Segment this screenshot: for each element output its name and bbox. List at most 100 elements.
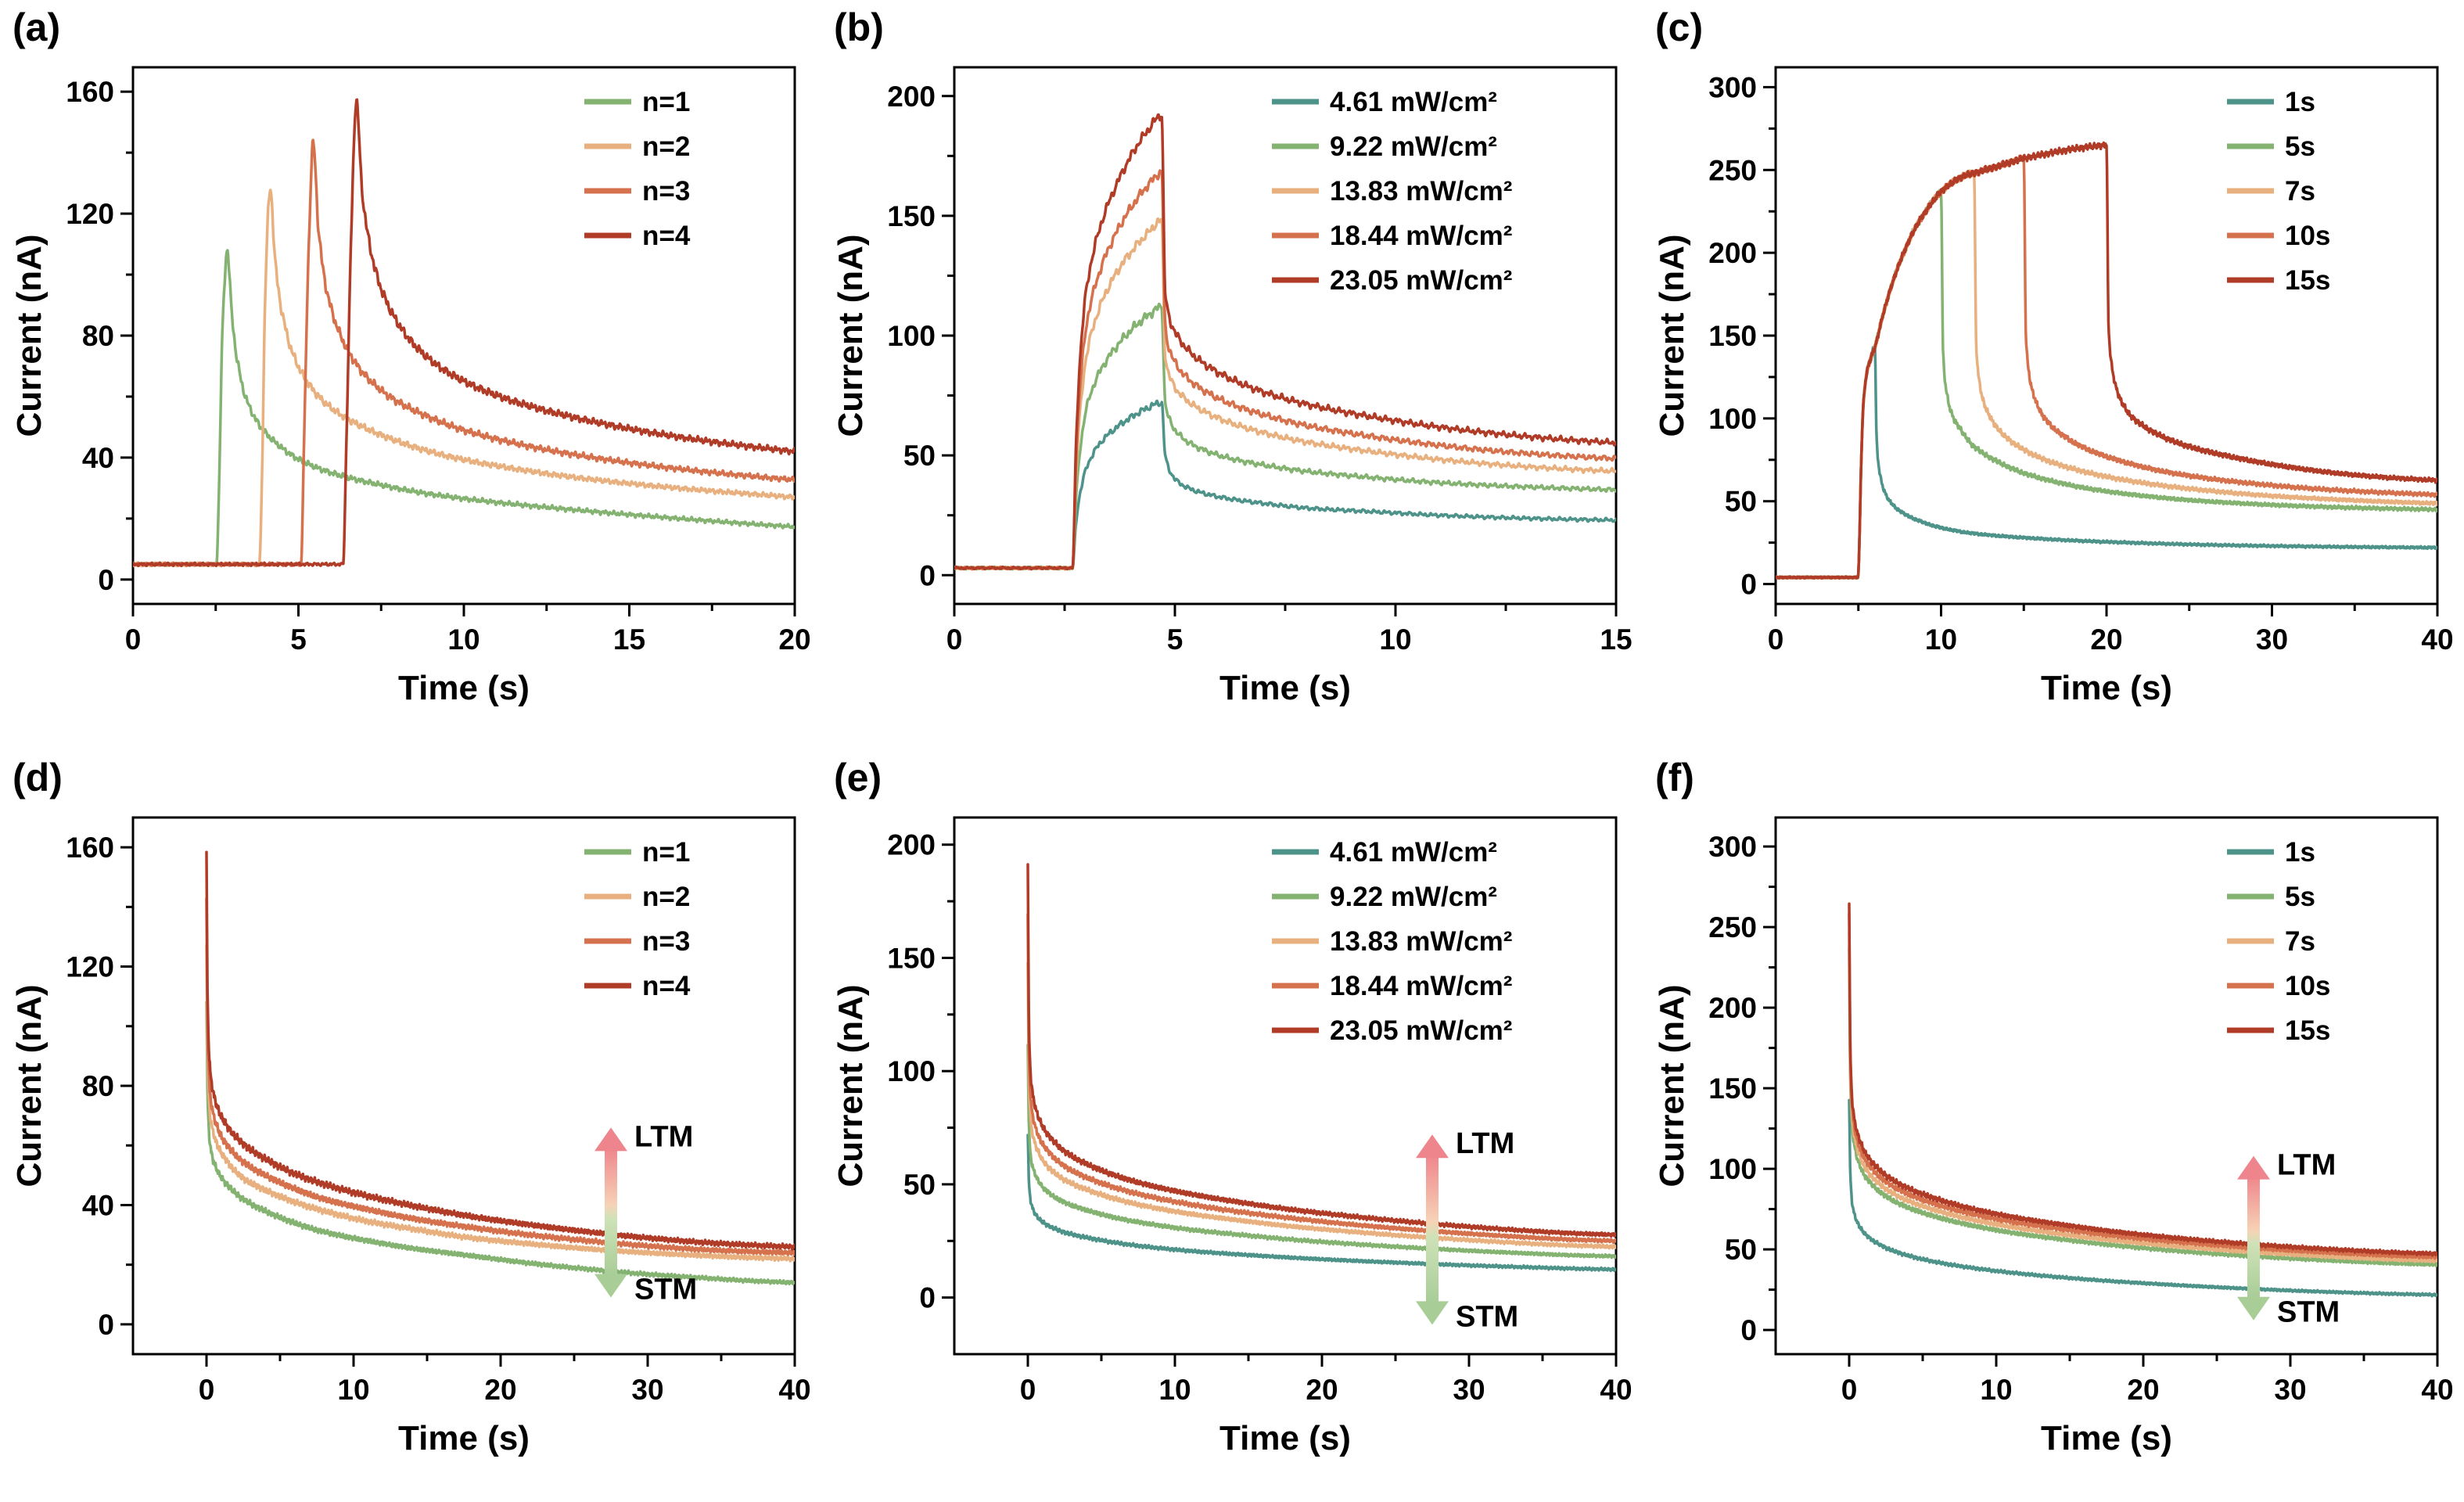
- svg-text:250: 250: [1708, 911, 1757, 943]
- panel-f-chart: 0 10 20 30 40 0 50 100 150 200 250 300 Time (s) Curre…: [1643, 794, 2464, 1498]
- svg-text:0: 0: [125, 623, 142, 656]
- legend-label: n=2: [642, 131, 690, 162]
- svg-text:150: 150: [1708, 1073, 1757, 1105]
- axes-box: [1774, 816, 2439, 1356]
- svg-text:10: 10: [337, 1374, 369, 1406]
- svg-text:10: 10: [447, 623, 480, 656]
- axis-tick-labels: 0 10 20 30 40 0 50 100 150 200 250 300: [1708, 831, 2453, 1406]
- y-axis-label: Current (nA): [1653, 234, 1691, 437]
- svg-text:0: 0: [919, 559, 936, 591]
- svg-text:50: 50: [903, 1169, 936, 1201]
- x-axis-label: Time (s): [398, 1419, 530, 1457]
- series-13.83 mW/cm²: [1026, 961, 1616, 1250]
- svg-text:15: 15: [613, 623, 645, 656]
- legend-label: 15s: [2285, 265, 2330, 296]
- ltm-stm-arrow: [2237, 1155, 2270, 1321]
- legend: 4.61 mW/cm² 9.22 mW/cm² 13.83 mW/cm² 18.44 …: [1272, 87, 1512, 296]
- series-n=3: [133, 138, 795, 568]
- series-n=2: [205, 943, 795, 1263]
- svg-text:100: 100: [1708, 1153, 1757, 1185]
- svg-text:200: 200: [887, 81, 936, 113]
- series-10s: [1848, 912, 2437, 1260]
- svg-text:0: 0: [1740, 1314, 1757, 1346]
- axes-box: [131, 66, 796, 605]
- ltm-arrowhead-icon: [2237, 1155, 2270, 1180]
- y-axis-label: Current (nA): [1653, 984, 1691, 1187]
- legend-label: n=4: [642, 971, 691, 1001]
- series-group: [1848, 902, 2437, 1298]
- svg-text:50: 50: [1725, 486, 1757, 518]
- svg-text:15: 15: [1600, 623, 1632, 656]
- legend-label: 5s: [2285, 882, 2315, 912]
- series-n=1: [205, 1001, 795, 1286]
- legend-label: 5s: [2285, 131, 2315, 162]
- x-axis-label: Time (s): [2041, 669, 2172, 707]
- series-5s: [1848, 947, 2437, 1267]
- svg-text:300: 300: [1708, 831, 1757, 863]
- legend: 4.61 mW/cm² 9.22 mW/cm² 13.83 mW/cm² 18.44 …: [1272, 837, 1512, 1046]
- stm-arrowhead-icon: [1416, 1301, 1449, 1325]
- svg-text:120: 120: [66, 951, 114, 983]
- axis-tick-labels: 0 10 20 30 40 0 50 100 150 200 250 300: [1708, 71, 2453, 656]
- stm-label: STM: [634, 1274, 697, 1306]
- axis-tick-labels: 0 10 20 30 40 0 40 80 120 160: [66, 832, 810, 1406]
- svg-text:160: 160: [66, 832, 114, 864]
- ltm-stm-arrow: [1416, 1134, 1449, 1325]
- svg-text:200: 200: [1708, 992, 1757, 1024]
- svg-text:120: 120: [66, 198, 114, 230]
- ltm-arrowhead-icon: [1416, 1134, 1449, 1159]
- svg-text:200: 200: [1708, 237, 1757, 269]
- x-axis-label: Time (s): [398, 669, 530, 707]
- stm-arrowhead-icon: [594, 1274, 627, 1298]
- panel-svg: 0 10 20 30 40 0 40 80 120 160 Time (s) Current (nA)…: [10, 816, 811, 1457]
- x-axis-label: Time (s): [2041, 1419, 2172, 1457]
- svg-text:20: 20: [484, 1374, 516, 1406]
- svg-text:100: 100: [887, 1055, 936, 1087]
- legend-label: 4.61 mW/cm²: [1330, 87, 1497, 117]
- axis-ticks: [942, 843, 1618, 1367]
- svg-text:40: 40: [2421, 623, 2453, 656]
- legend-label: 7s: [2285, 176, 2315, 207]
- legend-label: 4.61 mW/cm²: [1330, 837, 1497, 868]
- axis-ticks: [942, 95, 1618, 616]
- svg-text:10: 10: [1980, 1374, 2012, 1406]
- axis-ticks: [120, 846, 796, 1367]
- stm-arrowhead-icon: [2237, 1296, 2270, 1321]
- panel-a-chart: 0 5 10 15 20 0 40 80 120 160 Time (s) Current (nA) n…: [0, 44, 821, 748]
- legend-label: 15s: [2285, 1015, 2330, 1046]
- legend-label: 9.22 mW/cm²: [1330, 882, 1497, 912]
- series-23.05 mW/cm²: [1026, 863, 1616, 1238]
- svg-text:20: 20: [2127, 1374, 2159, 1406]
- y-axis-label: Current (nA): [832, 984, 870, 1187]
- stm-label: STM: [2277, 1296, 2340, 1329]
- panel-d: (d) 0 10 20 30 40 0 40 80 120 160 Time (s) Current …: [0, 750, 821, 1500]
- panel-c-chart: 0 10 20 30 40 0 50 100 150 200 250 300 Time (s) Curre…: [1643, 44, 2464, 748]
- series-1s: [1776, 345, 2437, 580]
- svg-text:30: 30: [2256, 623, 2288, 656]
- legend-label: n=3: [642, 176, 690, 207]
- legend-label: n=1: [642, 837, 690, 868]
- axis-ticks: [120, 90, 796, 616]
- series-18.44 mW/cm²: [1026, 913, 1616, 1245]
- legend-label: 13.83 mW/cm²: [1330, 926, 1512, 957]
- svg-text:0: 0: [946, 623, 963, 656]
- y-axis-label: Current (nA): [832, 234, 870, 437]
- series-n=4: [205, 850, 795, 1251]
- series-group: [205, 850, 795, 1286]
- legend-label: n=1: [642, 87, 690, 117]
- legend-label: 10s: [2285, 971, 2330, 1001]
- axis-ticks: [1763, 85, 2439, 616]
- svg-text:0: 0: [1020, 1374, 1036, 1406]
- panel-d-chart: 0 10 20 30 40 0 40 80 120 160 Time (s) Current (nA)…: [0, 794, 821, 1498]
- legend-label: 7s: [2285, 926, 2315, 957]
- svg-text:10: 10: [1158, 1374, 1191, 1406]
- legend-label: 13.83 mW/cm²: [1330, 176, 1512, 207]
- ltm-label: LTM: [1456, 1127, 1514, 1160]
- svg-text:100: 100: [1708, 403, 1757, 435]
- svg-text:40: 40: [2421, 1374, 2453, 1406]
- series-4.61 mW/cm²: [1026, 1134, 1616, 1273]
- panel-c: (c) 0 10 20 30 40 0 50 100 150 200 250 300 Time (s) C…: [1643, 0, 2464, 750]
- series-n=1: [133, 249, 795, 567]
- panel-a: (a) 0 5 10 15 20 0 40 80 120 160 Time (s) Current (…: [0, 0, 821, 750]
